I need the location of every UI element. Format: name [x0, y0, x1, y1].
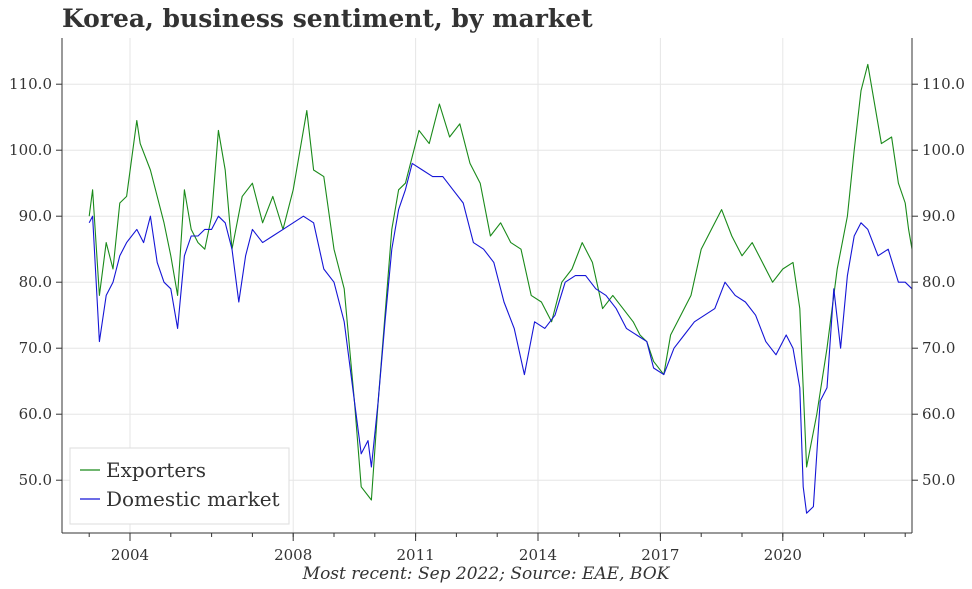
x-tick-label: 2017: [641, 546, 679, 564]
axes-layer: 50.0 50.0 60.0 60.0 70.0 70.0 80.0 80.0 90.0 90.0…: [9, 38, 965, 564]
y-tick-label-left: 70.0: [19, 339, 52, 357]
series-line-domestic-market: [88, 162, 913, 514]
grid-layer: [62, 38, 912, 533]
x-tick-label: 2020: [764, 546, 802, 564]
y-tick-label-right: 110.0: [922, 75, 965, 93]
y-tick-label-right: 100.0: [922, 141, 965, 159]
y-tick-label-left: 90.0: [19, 207, 52, 225]
chart-footnote: Most recent: Sep 2022; Source: EAE, BOK: [302, 564, 670, 584]
legend-label: Domestic market: [106, 487, 280, 511]
legend: Exporters Domestic market: [69, 447, 290, 525]
y-tick-label-left: 50.0: [19, 471, 52, 489]
y-tick-label-right: 50.0: [922, 471, 955, 489]
y-tick-label-right: 90.0: [922, 207, 955, 225]
y-tick-label-left: 60.0: [19, 405, 52, 423]
series-layer: [88, 63, 913, 514]
legend-label: Exporters: [106, 458, 206, 482]
y-tick-label-left: 100.0: [9, 141, 52, 159]
legend-box: [69, 447, 290, 525]
x-tick-label: 2004: [111, 546, 149, 564]
y-tick-label-right: 70.0: [922, 339, 955, 357]
y-tick-label-right: 80.0: [922, 273, 955, 291]
x-tick-label: 2011: [397, 546, 435, 564]
y-tick-label-right: 60.0: [922, 405, 955, 423]
y-tick-label-left: 110.0: [9, 75, 52, 93]
x-tick-label: 2014: [519, 546, 557, 564]
chart-title: Korea, business sentiment, by market: [62, 4, 593, 33]
series-line-exporters: [88, 63, 913, 501]
y-tick-label-left: 80.0: [19, 273, 52, 291]
x-tick-label: 2008: [274, 546, 312, 564]
